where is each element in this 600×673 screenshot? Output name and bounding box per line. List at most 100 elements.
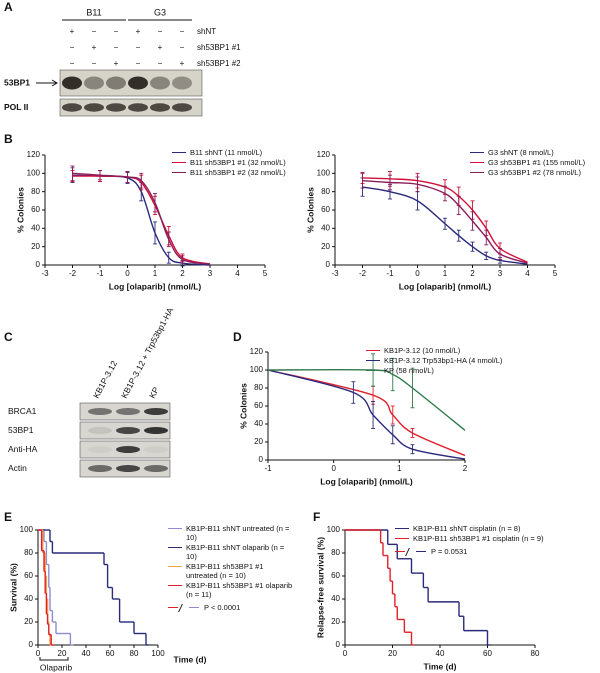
treatment-label: Olaparib xyxy=(40,662,72,672)
fit-line xyxy=(72,175,211,265)
legend-label: KP (58 nmol/L) xyxy=(384,366,434,375)
legend-label: G3 sh53BP1 #2 (78 nmol/L) xyxy=(488,168,581,177)
y-tick-label: 80 xyxy=(331,548,340,557)
error-bar xyxy=(371,401,376,429)
sign: + xyxy=(114,59,119,68)
comparison-swatch xyxy=(416,551,426,552)
sign: − xyxy=(136,43,141,52)
blot-band xyxy=(88,427,112,434)
legend-swatch xyxy=(395,528,409,529)
panel-label: E xyxy=(4,510,12,524)
y-tick-label: 80 xyxy=(321,187,330,196)
y-tick-label: 60 xyxy=(321,205,330,214)
x-axis-title: Time (d) xyxy=(174,654,207,664)
y-tick-label: 100 xyxy=(317,168,331,177)
blot-band xyxy=(150,76,170,90)
error-bar xyxy=(390,425,395,445)
legend-label: KB1P-B11 shNT untreated (n = 10) xyxy=(186,524,290,542)
annotation: P < 0.0001 xyxy=(168,603,296,612)
legend-entry: G3 shNT (8 nmol/L) xyxy=(470,148,600,157)
x-tick-label: 0 xyxy=(415,269,420,278)
blot-band xyxy=(62,76,82,90)
sign: − xyxy=(70,59,75,68)
legend-entry: B11 shNT (11 nmol/L) xyxy=(172,148,332,157)
y-tick-label: 0 xyxy=(36,260,41,269)
error-bar xyxy=(351,381,356,404)
error-bar xyxy=(166,251,171,264)
error-bar xyxy=(410,428,415,438)
sign: − xyxy=(70,43,75,52)
y-tick-label: 120 xyxy=(317,150,331,159)
treatment-bracket xyxy=(39,657,69,661)
x-tick-label: 80 xyxy=(130,649,139,658)
condition-label: sh53BP1 #2 xyxy=(197,59,241,68)
legend-label: KB1P-B11 sh53BP1 #1 untreated (n = 10) xyxy=(186,562,264,580)
group-label: G3 xyxy=(154,7,166,17)
error-bar xyxy=(443,217,447,230)
legend: B11 shNT (11 nmol/L) B11 sh53BP1 #1 (32 n… xyxy=(172,148,332,178)
y-tick-label: 100 xyxy=(250,365,264,374)
x-tick-label: 4 xyxy=(525,269,530,278)
p-value: P = 0.0531 xyxy=(431,547,468,556)
sign: − xyxy=(114,43,119,52)
blot-band xyxy=(84,76,104,90)
error-bar xyxy=(180,255,185,264)
y-tick-label: 120 xyxy=(250,347,264,356)
lane-label: KP xyxy=(147,385,161,400)
x-axis-title: Log [olaparib] (nmol/L) xyxy=(109,281,202,291)
legend-label: KB1P-B11 shNT olaparib (n = 10) xyxy=(186,543,285,561)
panel-label: A xyxy=(4,0,13,14)
legend-label: G3 shNT (8 nmol/L) xyxy=(488,148,554,157)
x-tick-label: 80 xyxy=(531,649,540,658)
condition-label: sh53BP1 #1 xyxy=(197,43,241,52)
y-tick-label: 0 xyxy=(326,260,331,269)
x-tick-label: 60 xyxy=(106,649,115,658)
y-tick-label: 0 xyxy=(259,455,264,464)
not-equal-mark xyxy=(405,547,416,556)
legend: KB1P-3.12 (10 nmol/L) KB1P-3.12 Trp53bp1-… xyxy=(366,346,586,376)
y-tick-label: 60 xyxy=(24,571,33,580)
legend-label: G3 sh53BP1 #1 (155 nmol/L) xyxy=(488,158,586,167)
legend-label: KB1P-B11 shNT cisplatin (n = 8) xyxy=(413,524,521,533)
blot-band xyxy=(62,103,82,112)
x-tick-label: -2 xyxy=(359,269,367,278)
sign: − xyxy=(92,59,97,68)
x-tick-label: 100 xyxy=(151,649,165,658)
x-tick-label: -3 xyxy=(331,269,339,278)
legend-entry: G3 sh53BP1 #2 (78 nmol/L) xyxy=(470,168,600,177)
fit-line xyxy=(72,172,211,265)
x-tick-label: 5 xyxy=(553,269,558,278)
condition-label: shNT xyxy=(197,27,216,36)
x-tick-label: 2 xyxy=(470,269,475,278)
y-tick-label: 20 xyxy=(321,242,330,251)
y-tick-label: 60 xyxy=(331,571,340,580)
x-tick-label: -2 xyxy=(69,269,77,278)
y-tick-label: 20 xyxy=(31,242,40,251)
y-tick-label: 80 xyxy=(24,548,33,557)
sign: + xyxy=(136,27,141,36)
annotation: P = 0.0531 xyxy=(395,547,545,556)
sign: − xyxy=(158,59,163,68)
legend-label: B11 shNT (11 nmol/L) xyxy=(190,148,263,157)
error-bar xyxy=(390,405,395,425)
legend-swatch xyxy=(366,350,380,351)
error-bar xyxy=(139,172,144,189)
blot-band xyxy=(172,76,192,90)
blot-band xyxy=(88,465,112,472)
legend-entry: B11 sh53BP1 #2 (32 nmol/L) xyxy=(172,168,332,177)
p-value: P < 0.0001 xyxy=(204,603,241,612)
y-tick-label: 60 xyxy=(31,205,40,214)
error-bar xyxy=(125,171,130,183)
legend: G3 shNT (8 nmol/L) G3 sh53BP1 #1 (155 nmo… xyxy=(470,148,600,178)
x-tick-label: 1 xyxy=(443,269,448,278)
panel-label: D xyxy=(233,330,242,344)
error-bar xyxy=(360,172,365,189)
error-bar xyxy=(484,229,489,246)
legend-swatch xyxy=(366,360,380,361)
blot-band xyxy=(172,103,192,112)
blot-band xyxy=(116,446,140,453)
y-axis-title: Survival (%) xyxy=(8,563,18,612)
comparison-swatch xyxy=(395,551,405,552)
blot-band xyxy=(88,408,112,415)
